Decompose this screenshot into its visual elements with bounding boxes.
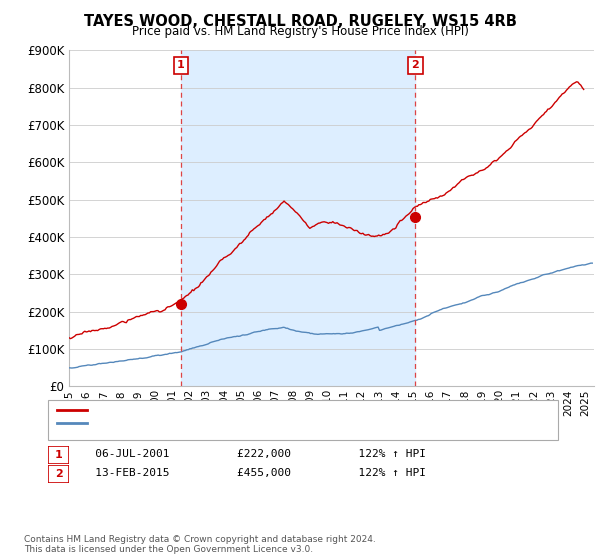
Text: Contains HM Land Registry data © Crown copyright and database right 2024.
This d: Contains HM Land Registry data © Crown c… (24, 535, 376, 554)
Text: TAYES WOOD, CHESTALL ROAD, RUGELEY, WS15 4RB: TAYES WOOD, CHESTALL ROAD, RUGELEY, WS15… (83, 14, 517, 29)
Text: 06-JUL-2001          £222,000          122% ↑ HPI: 06-JUL-2001 £222,000 122% ↑ HPI (75, 449, 426, 459)
Text: 2: 2 (412, 60, 419, 71)
Text: 1: 1 (55, 450, 62, 460)
Text: HPI: Average price, detached house, Cannock Chase: HPI: Average price, detached house, Cann… (92, 418, 365, 428)
Text: 1: 1 (177, 60, 185, 71)
Bar (181, 50, 415, 386)
Text: Price paid vs. HM Land Registry's House Price Index (HPI): Price paid vs. HM Land Registry's House … (131, 25, 469, 38)
FancyBboxPatch shape (48, 446, 69, 464)
Text: TAYES WOOD, CHESTALL ROAD, RUGELEY, WS15 4RB (detached house): TAYES WOOD, CHESTALL ROAD, RUGELEY, WS15… (92, 405, 464, 416)
Text: 2: 2 (55, 469, 62, 479)
Text: 13-FEB-2015          £455,000          122% ↑ HPI: 13-FEB-2015 £455,000 122% ↑ HPI (75, 468, 426, 478)
FancyBboxPatch shape (48, 465, 69, 483)
